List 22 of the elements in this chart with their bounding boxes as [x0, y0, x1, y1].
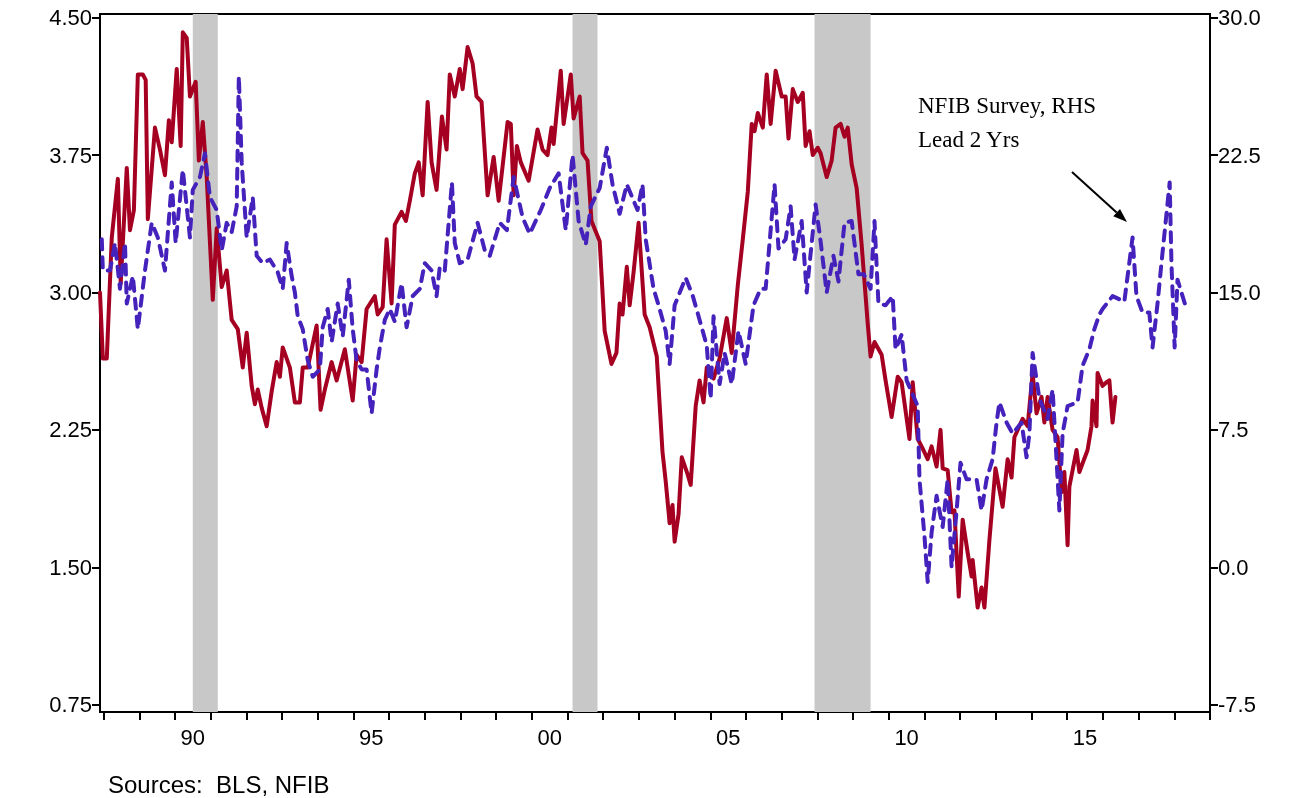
y2-tick-label: -7.5 [1218, 692, 1256, 718]
line-series [98, 30, 1118, 610]
x-tick-label: 90 [180, 724, 206, 750]
x-tick-label: 15 [1072, 724, 1098, 750]
x-tick-label: 95 [359, 724, 384, 750]
y-tick-label: 3.75 [49, 142, 92, 168]
source-note: Sources: BLS, NFIB [108, 770, 330, 798]
x-tick-label: 05 [715, 724, 741, 750]
y-tick-label: 2.25 [49, 417, 92, 443]
x-tick-label: 00 [537, 724, 562, 750]
y-tick-label: 0.75 [49, 692, 92, 718]
y-tick-label: 3.00 [49, 279, 92, 305]
y2-tick-label: 22.5 [1218, 142, 1261, 168]
annotation: NFIB Survey, RHS Lead 2 Yrs [918, 92, 1097, 152]
y-tick-label: 1.50 [49, 554, 92, 580]
y2-tick-label: 7.5 [1218, 417, 1249, 443]
x-tick-label: 10 [894, 724, 919, 750]
y-tick-label: 4.50 [49, 5, 92, 31]
y2-tick-label: 0.0 [1218, 554, 1249, 580]
y2-tick-label: 15.0 [1218, 279, 1261, 305]
line-series [99, 74, 1189, 584]
y2-tick-label: 30.0 [1218, 5, 1261, 31]
